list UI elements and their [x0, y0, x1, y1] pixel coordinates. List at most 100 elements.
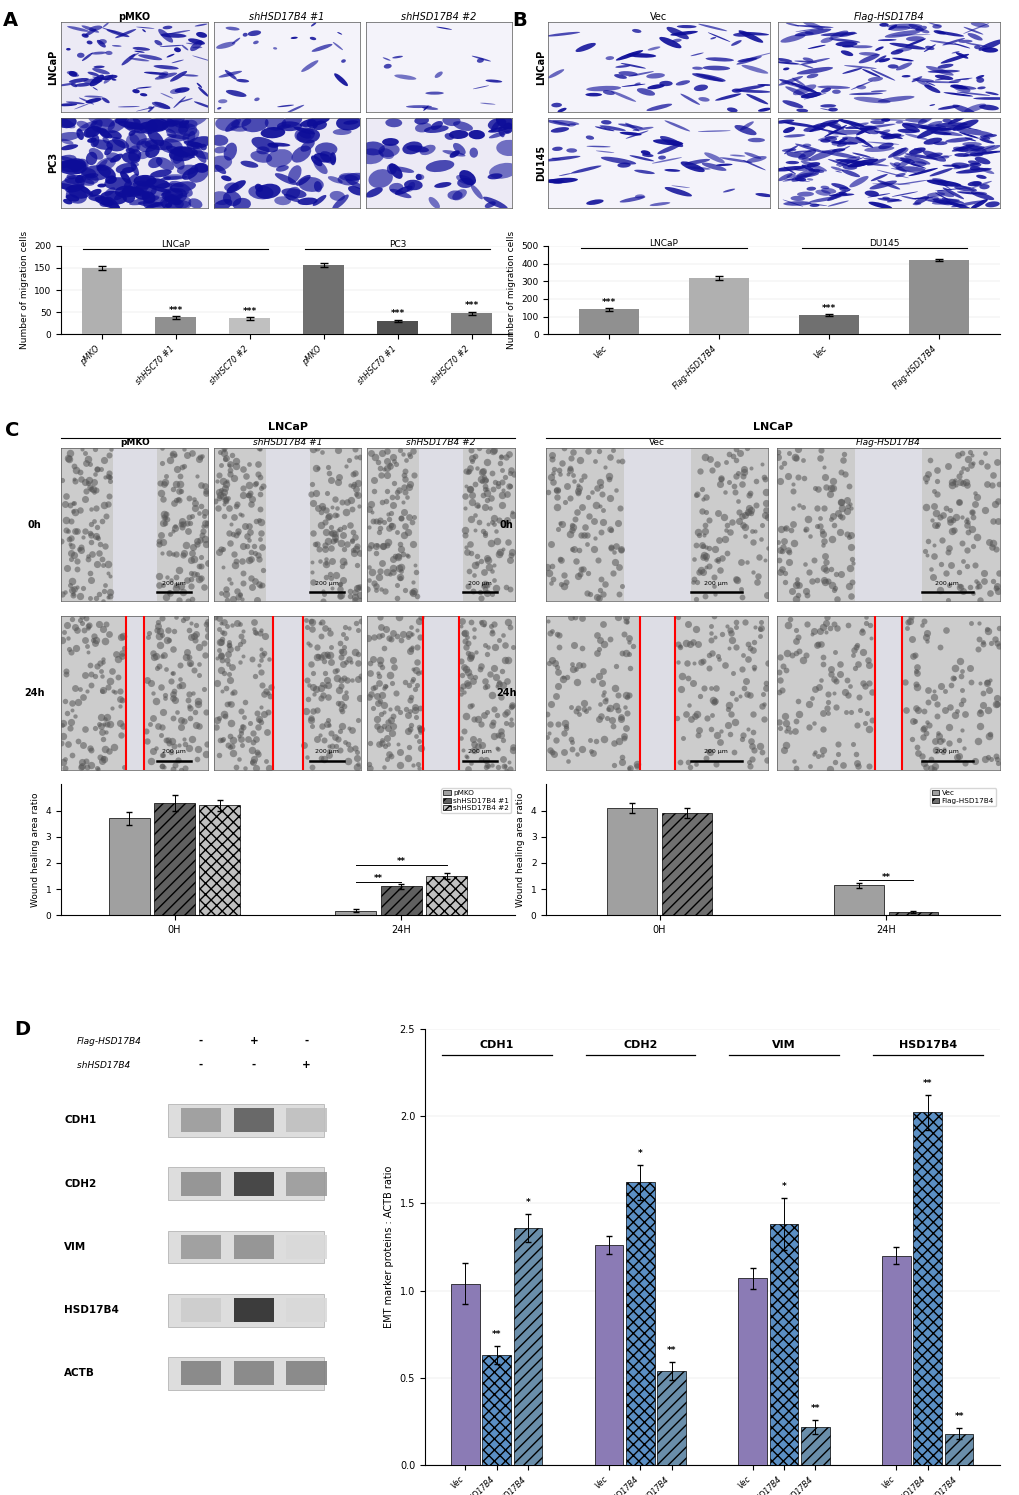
Text: A: A — [3, 12, 17, 30]
Point — [948, 745, 964, 768]
Point — [857, 611, 873, 635]
Point — [693, 558, 709, 582]
Ellipse shape — [734, 126, 756, 135]
Point — [775, 516, 792, 540]
Bar — [607, 807, 656, 915]
Point — [493, 444, 510, 468]
Point — [299, 614, 315, 638]
Point — [919, 529, 935, 553]
Point — [334, 523, 351, 547]
Point — [625, 634, 641, 658]
Ellipse shape — [804, 203, 826, 206]
Point — [214, 484, 230, 508]
Ellipse shape — [640, 150, 650, 155]
Point — [595, 727, 611, 750]
Point — [797, 643, 813, 667]
Point — [256, 682, 272, 706]
Point — [772, 558, 789, 582]
Point — [841, 674, 857, 698]
Point — [334, 490, 351, 514]
Point — [614, 725, 631, 749]
Point — [834, 753, 850, 777]
Point — [811, 507, 827, 531]
Point — [381, 453, 397, 477]
Ellipse shape — [875, 170, 908, 178]
Point — [344, 474, 361, 498]
Text: 200 μm: 200 μm — [704, 749, 728, 755]
Text: **: ** — [954, 1413, 963, 1422]
Point — [66, 614, 83, 638]
Bar — [233, 1235, 274, 1259]
Point — [718, 697, 735, 721]
Point — [494, 623, 511, 647]
Point — [734, 463, 750, 487]
Point — [459, 625, 475, 649]
Ellipse shape — [697, 24, 727, 31]
Ellipse shape — [965, 43, 986, 46]
Ellipse shape — [123, 118, 141, 130]
Point — [189, 562, 205, 586]
Point — [485, 438, 501, 462]
Ellipse shape — [663, 121, 690, 132]
Point — [54, 582, 70, 605]
Point — [963, 505, 979, 529]
Point — [968, 486, 984, 510]
Ellipse shape — [905, 39, 925, 46]
Point — [154, 753, 170, 777]
Ellipse shape — [154, 102, 170, 109]
Point — [198, 742, 214, 765]
Point — [102, 585, 118, 608]
Point — [361, 752, 377, 776]
Ellipse shape — [401, 142, 422, 154]
Point — [170, 588, 186, 611]
Point — [180, 486, 197, 510]
Point — [405, 656, 421, 680]
Point — [399, 703, 416, 727]
Text: 200 μm: 200 μm — [162, 582, 185, 586]
Point — [368, 574, 384, 598]
Ellipse shape — [223, 191, 242, 206]
Ellipse shape — [801, 157, 810, 161]
Point — [678, 631, 694, 655]
Point — [719, 713, 736, 737]
Ellipse shape — [965, 145, 985, 152]
Point — [211, 617, 227, 641]
Ellipse shape — [929, 40, 958, 45]
Point — [771, 646, 788, 670]
Point — [168, 472, 184, 496]
Point — [781, 550, 797, 574]
Ellipse shape — [378, 144, 399, 157]
Ellipse shape — [613, 75, 627, 79]
Point — [601, 486, 618, 510]
Point — [493, 483, 510, 507]
Ellipse shape — [877, 96, 914, 102]
Point — [392, 559, 409, 583]
Point — [473, 460, 489, 484]
Ellipse shape — [595, 151, 613, 152]
Text: ***: *** — [464, 302, 478, 311]
Point — [58, 519, 74, 543]
Ellipse shape — [658, 81, 672, 87]
Point — [412, 697, 428, 721]
Point — [988, 579, 1005, 602]
Point — [555, 574, 572, 598]
Ellipse shape — [842, 136, 864, 144]
Point — [927, 468, 944, 492]
Ellipse shape — [657, 155, 665, 160]
Ellipse shape — [978, 105, 998, 111]
Legend: Vec, Flag-HSD17B4: Vec, Flag-HSD17B4 — [929, 788, 995, 806]
Point — [312, 499, 328, 523]
Ellipse shape — [551, 147, 562, 151]
Point — [723, 510, 740, 534]
Point — [609, 511, 626, 535]
Ellipse shape — [452, 144, 466, 155]
Ellipse shape — [980, 48, 998, 52]
Ellipse shape — [808, 127, 818, 132]
Point — [111, 694, 127, 718]
Ellipse shape — [128, 150, 141, 161]
Point — [58, 659, 74, 683]
Point — [190, 737, 206, 761]
Point — [382, 513, 398, 537]
Point — [248, 471, 264, 495]
Ellipse shape — [84, 126, 101, 138]
